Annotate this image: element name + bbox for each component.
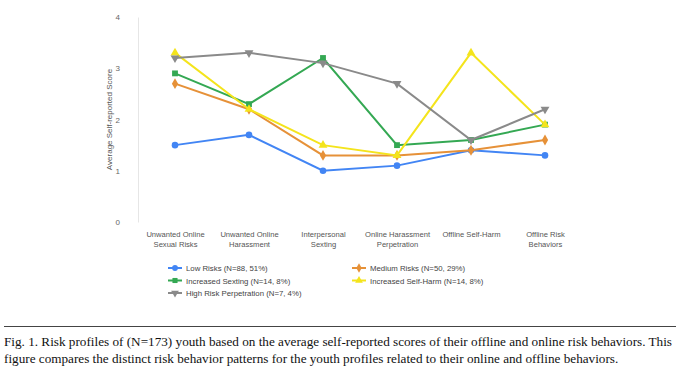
x-tick-label: Offline RiskBehaviors	[526, 230, 565, 248]
series-marker	[245, 104, 254, 112]
series-marker	[171, 55, 180, 63]
legend-item: Increased Self-Harm (N=14, 8%)	[352, 276, 484, 285]
series-marker	[541, 120, 550, 128]
x-tick-label: Online HarassmentPerpetration	[365, 230, 431, 248]
y-tick: 2	[116, 116, 138, 125]
legend-label: Medium Risks (N=50, 29%)	[370, 264, 466, 273]
series-marker	[245, 50, 254, 58]
series-marker	[393, 150, 402, 158]
y-tick: 0	[116, 218, 138, 227]
series-marker	[541, 107, 550, 115]
series-marker	[172, 78, 178, 89]
series-marker	[172, 70, 178, 76]
y-tick-label: 4	[116, 13, 121, 22]
legend-item: Increased Sexting (N=14, 8%)	[168, 277, 291, 286]
x-axis-line	[139, 224, 583, 225]
series-marker	[467, 137, 476, 145]
series-marker	[394, 142, 400, 148]
x-tick-label: Unwanted OnlineHarassment	[220, 230, 278, 248]
y-tick: 1	[116, 167, 138, 176]
y-tick-label: 2	[116, 116, 121, 125]
legend-item: High Risk Perpetration (N=7, 4%)	[168, 289, 302, 298]
series-marker	[319, 140, 328, 148]
series-marker	[468, 145, 474, 156]
y-tick-label: 3	[116, 64, 121, 73]
series-line	[175, 53, 545, 140]
series-marker	[319, 61, 328, 69]
y-axis-title: Average Self-reported Score	[105, 68, 114, 170]
x-tick: Unwanted OnlineHarassment	[220, 224, 278, 249]
y-tick-label: 0	[116, 218, 121, 227]
x-tick: Offline Self-Harm	[442, 224, 500, 239]
y-tick: 3	[116, 64, 138, 73]
legend-label: Low Risks (N=88, 51%)	[186, 264, 268, 273]
series-marker	[320, 167, 327, 174]
x-axis: Unwanted OnlineSexual Risks Unwanted Onli…	[139, 224, 583, 249]
series-marker	[246, 132, 253, 139]
x-tick: Online HarassmentPerpetration	[365, 224, 431, 249]
legend-marker	[171, 291, 179, 298]
plot-area	[171, 48, 550, 174]
y-tick-label: 1	[116, 167, 121, 176]
y-tick: 4	[116, 13, 138, 22]
x-tick: Offline RiskBehaviors	[526, 224, 565, 249]
legend-item: Low Risks (N=88, 51%)	[168, 264, 268, 273]
legend-marker	[172, 278, 177, 283]
legend-label: Increased Sexting (N=14, 8%)	[186, 277, 291, 286]
x-tick-label: Offline Self-Harm	[442, 230, 500, 239]
legend-item: Medium Risks (N=50, 29%)	[352, 263, 466, 273]
y-axis-line	[138, 18, 139, 223]
series-line	[175, 53, 545, 156]
series-marker	[393, 81, 402, 89]
legend-marker	[172, 265, 178, 271]
x-tick: Unwanted OnlineSexual Risks	[146, 224, 204, 249]
x-tick-label: InterpersonalSexting	[301, 230, 346, 248]
legend: Low Risks (N=88, 51%) Medium Risks (N=50,…	[168, 263, 484, 298]
legend-marker	[356, 263, 361, 272]
series-line	[175, 135, 545, 171]
series-marker	[172, 142, 179, 149]
series-marker	[394, 162, 401, 169]
series-marker	[320, 55, 326, 61]
series-marker	[542, 135, 548, 146]
series-marker	[542, 152, 549, 159]
legend-label: Increased Self-Harm (N=14, 8%)	[370, 277, 484, 286]
series-marker	[467, 48, 476, 56]
x-tick: InterpersonalSexting	[301, 224, 346, 249]
x-tick-label: Unwanted OnlineSexual Risks	[146, 230, 204, 248]
y-axis: 0 1 2 3 4	[116, 13, 139, 227]
caption: Fig. 1. Risk profiles of (N=173) youth b…	[4, 326, 676, 367]
series-marker	[320, 150, 326, 161]
legend-label: High Risk Perpetration (N=7, 4%)	[186, 289, 302, 298]
legend-marker	[355, 276, 363, 283]
series-marker	[171, 48, 180, 56]
